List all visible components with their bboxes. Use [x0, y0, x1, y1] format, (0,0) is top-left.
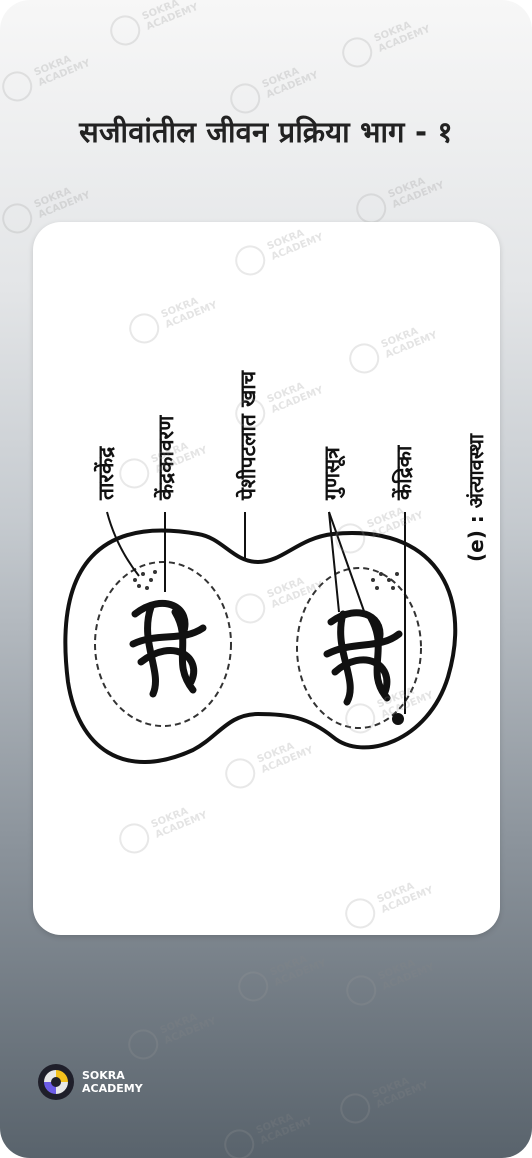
label-nucleolus: केंद्रिका — [391, 444, 416, 501]
sokra-logo-icon — [38, 1064, 74, 1100]
chromosomes-left — [129, 600, 207, 698]
brand-name-line2: ACADEMY — [82, 1082, 143, 1095]
label-chromosome: गुणसूत्र — [320, 446, 346, 501]
centrosome-right — [371, 572, 399, 590]
watermark-logo-icon — [105, 10, 145, 50]
watermark-logo-icon — [219, 1124, 259, 1158]
cell-membrane — [63, 528, 458, 765]
watermark: SOKRA ACADEMY — [341, 948, 438, 1010]
diagram-card: तारकेंद्र केंद्रकावरण पेशीपटलात खाच गुणस… — [33, 222, 500, 935]
watermark: SOKRA ACADEMY — [225, 56, 322, 118]
watermark-logo-icon — [0, 66, 37, 106]
label-centrosome: तारकेंद्र — [93, 446, 118, 501]
watermark: SOKRA ACADEMY — [0, 44, 93, 106]
watermark: SOKRA ACADEMY — [105, 0, 202, 50]
brand-name-line1: SOKRA — [82, 1069, 125, 1082]
watermark: SOKRA ACADEMY — [233, 944, 330, 1006]
centrosome-left — [133, 570, 157, 590]
chromosomes-right — [323, 609, 403, 706]
watermark: SOKRA ACADEMY — [219, 1102, 316, 1158]
nucleolus-dot — [392, 713, 404, 725]
watermark-logo-icon — [341, 970, 381, 1010]
label-pointers — [106, 511, 406, 714]
watermark-logo-icon — [340, 893, 380, 933]
telophase-diagram: तारकेंद्र केंद्रकावरण पेशीपटलात खाच गुणस… — [63, 369, 488, 765]
watermark-logo-icon — [0, 198, 37, 238]
watermark-logo-icon — [335, 1088, 375, 1128]
brand-footer: SOKRA ACADEMY — [38, 1064, 143, 1100]
watermark-logo-icon — [123, 1024, 163, 1064]
watermark-logo-icon — [337, 32, 377, 72]
watermark: SOKRA ACADEMY — [351, 166, 448, 228]
watermark-logo-icon — [233, 966, 273, 1006]
label-nuclear-membrane: केंद्रकावरण — [153, 415, 178, 501]
watermark: SOKRA ACADEMY — [123, 1002, 220, 1064]
label-cleavage-furrow: पेशीपटलात खाच — [235, 369, 260, 501]
watermark: SOKRA ACADEMY — [335, 1066, 432, 1128]
nuclear-envelope-left — [94, 561, 232, 727]
slide-title: सजीवांतील जीवन प्रक्रिया भाग - १ — [79, 115, 453, 149]
nuclear-envelope-right — [296, 567, 422, 729]
watermark: SOKRA ACADEMY — [337, 10, 434, 72]
diagram-caption: (e) : अंत्यावस्था — [464, 433, 488, 562]
